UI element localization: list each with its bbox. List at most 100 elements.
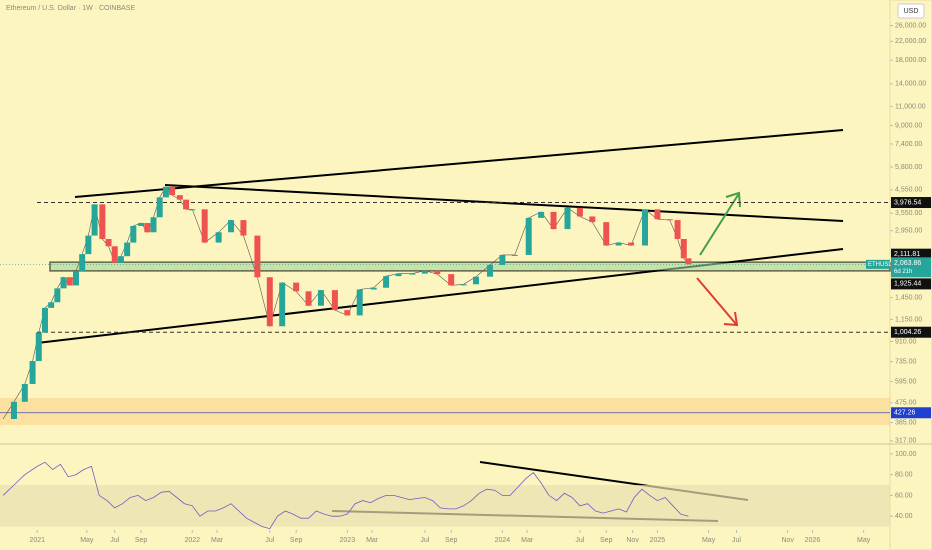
last-price-label: 2,063.86	[894, 260, 921, 267]
x-tick-label: 2021	[29, 537, 45, 544]
candle-body	[183, 199, 190, 210]
x-tick-label: 2024	[495, 537, 511, 544]
x-tick-label: Jul	[420, 537, 429, 544]
down-arrow	[696, 277, 739, 327]
candle-body	[21, 383, 28, 402]
candle-body	[293, 282, 300, 292]
x-tick-label: 2022	[184, 537, 200, 544]
x-tick-label: Jul	[265, 537, 274, 544]
candle-body	[680, 239, 687, 259]
candle-body	[499, 254, 506, 265]
candle-body	[144, 222, 151, 233]
candle-body	[642, 209, 649, 246]
candle-body	[254, 235, 261, 278]
rsi-line	[2, 461, 689, 530]
y-tick-label: 475.00	[895, 400, 917, 407]
currency[interactable]: USD	[904, 8, 919, 15]
candle-body	[35, 332, 42, 361]
candle-body	[550, 211, 557, 230]
candle-body	[317, 290, 324, 306]
candle-body	[603, 222, 610, 246]
y-tick-label: 3,550.00	[895, 210, 922, 217]
y-tick-label: 317.00	[895, 438, 917, 445]
candle-body	[54, 288, 61, 303]
x-tick-label: Nov	[626, 537, 639, 544]
x-tick-label: Nov	[781, 537, 794, 544]
candle-body	[228, 220, 235, 233]
y-tick-label: 5,800.00	[895, 164, 922, 171]
candle-body	[176, 195, 183, 200]
candle-body	[356, 289, 363, 316]
price-tag-label: 427.26	[894, 410, 916, 417]
candle-body	[344, 310, 351, 316]
candle-body	[279, 282, 286, 327]
y-tick-label: 9,000.00	[895, 122, 922, 129]
x-tick-label: Mar	[366, 537, 379, 544]
rsi-tick-label: 40.00	[895, 513, 913, 520]
support-zone	[49, 261, 891, 272]
candle-body	[460, 284, 467, 286]
candle-body	[666, 219, 673, 221]
candle-body	[434, 270, 441, 275]
price-tag	[891, 197, 931, 209]
candle-body	[130, 225, 137, 243]
candle-body	[628, 242, 635, 246]
candle-body	[48, 302, 55, 308]
candle-body	[66, 277, 73, 286]
candle-body	[383, 276, 390, 288]
candle-body	[189, 209, 196, 211]
y-tick-label: 26,000.00	[895, 22, 926, 29]
candle-body	[240, 220, 247, 236]
candle-body	[138, 222, 145, 226]
upper-channel	[74, 129, 844, 198]
candle-body	[201, 209, 208, 243]
rsi-tick-label: 80.00	[895, 472, 913, 479]
header-title: Ethereum / U.S. Dollar · 1W · COINBASE	[6, 5, 135, 12]
candle-body	[79, 254, 86, 272]
x-tick-label: Jul	[110, 537, 119, 544]
x-tick-label: Mar	[521, 537, 534, 544]
x-tick-label: Sep	[290, 537, 303, 544]
descending-line	[164, 184, 844, 222]
y-tick-label: 910.00	[895, 338, 917, 345]
candle-body	[473, 276, 480, 285]
candle-body	[85, 235, 92, 255]
candle-body	[29, 360, 36, 384]
y-tick-label: 1,150.00	[895, 316, 922, 323]
y-tick-label: 7,400.00	[895, 141, 922, 148]
candle-body	[41, 307, 48, 333]
y-tick-label: 11,000.00	[895, 103, 926, 110]
rsi-tick-label: 60.00	[895, 492, 913, 499]
candle-body	[124, 242, 131, 257]
candle-body	[654, 209, 661, 220]
candle-body	[150, 217, 157, 233]
y-tick-label: 595.00	[895, 378, 917, 385]
candle-body	[117, 256, 124, 263]
candle-body	[91, 204, 98, 236]
x-tick-label: Sep	[445, 537, 458, 544]
candle-body	[511, 254, 518, 256]
candle-body	[448, 274, 455, 286]
price-tag	[891, 407, 931, 419]
volume-band	[0, 398, 890, 425]
x-tick-label: May	[857, 537, 871, 544]
y-tick-label: 22,000.00	[895, 38, 926, 45]
candle-body	[60, 277, 67, 289]
y-tick-label: 2,950.00	[895, 228, 922, 235]
price-tag	[891, 248, 931, 260]
countdown: 6d 21h	[894, 269, 912, 275]
candle-body	[10, 401, 17, 419]
x-tick-label: May	[80, 537, 94, 544]
candle-body	[589, 216, 596, 223]
x-tick-label: Mar	[211, 537, 224, 544]
candle-body	[674, 220, 681, 240]
currency-button[interactable]	[897, 3, 925, 19]
price-tag	[891, 326, 931, 338]
x-tick-label: 2025	[650, 537, 666, 544]
candle-body	[169, 186, 176, 196]
y-tick-label: 1,450.00	[895, 294, 922, 301]
price-tag	[891, 278, 931, 290]
candle-body	[525, 217, 532, 255]
x-tick-label: 2023	[340, 537, 356, 544]
